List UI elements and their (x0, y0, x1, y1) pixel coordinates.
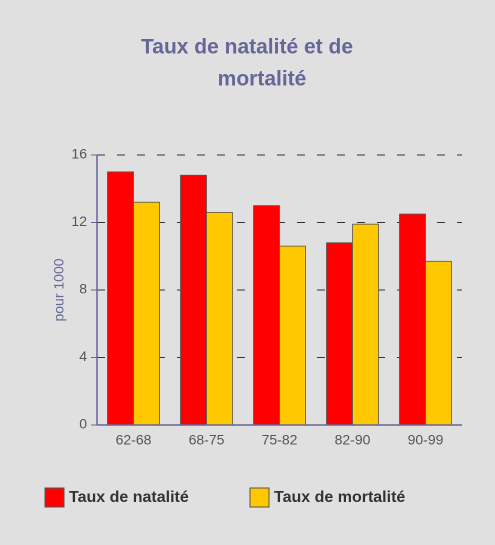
bar (326, 242, 353, 426)
y-tick-label: 8 (79, 281, 87, 297)
x-tick-label: 90-99 (408, 432, 444, 448)
bar (180, 174, 207, 426)
legend-label: Taux de mortalité (274, 489, 405, 506)
y-tick-label: 4 (79, 348, 87, 364)
bar (279, 245, 306, 426)
x-tick-label: 75-82 (262, 432, 298, 448)
y-tick-label: 0 (79, 416, 87, 432)
y-tick-label: 16 (71, 146, 87, 162)
y-tick-label: 12 (71, 213, 87, 229)
x-tick-label: 82-90 (335, 432, 371, 448)
bar (352, 223, 379, 426)
bar (133, 201, 160, 426)
chart-title: Taux de natalité et de (141, 36, 353, 59)
x-tick-label: 62-68 (116, 432, 152, 448)
bar (399, 213, 426, 426)
x-tick-label: 68-75 (189, 432, 225, 448)
y-axis-label: pour 1000 (51, 258, 67, 321)
bar (425, 260, 452, 426)
bar (253, 205, 280, 426)
legend-swatch (249, 487, 270, 508)
bar (206, 211, 233, 426)
legend-label: Taux de natalité (69, 489, 189, 506)
bar (107, 171, 134, 426)
legend-swatch (44, 487, 65, 508)
chart-title: mortalité (218, 68, 307, 91)
